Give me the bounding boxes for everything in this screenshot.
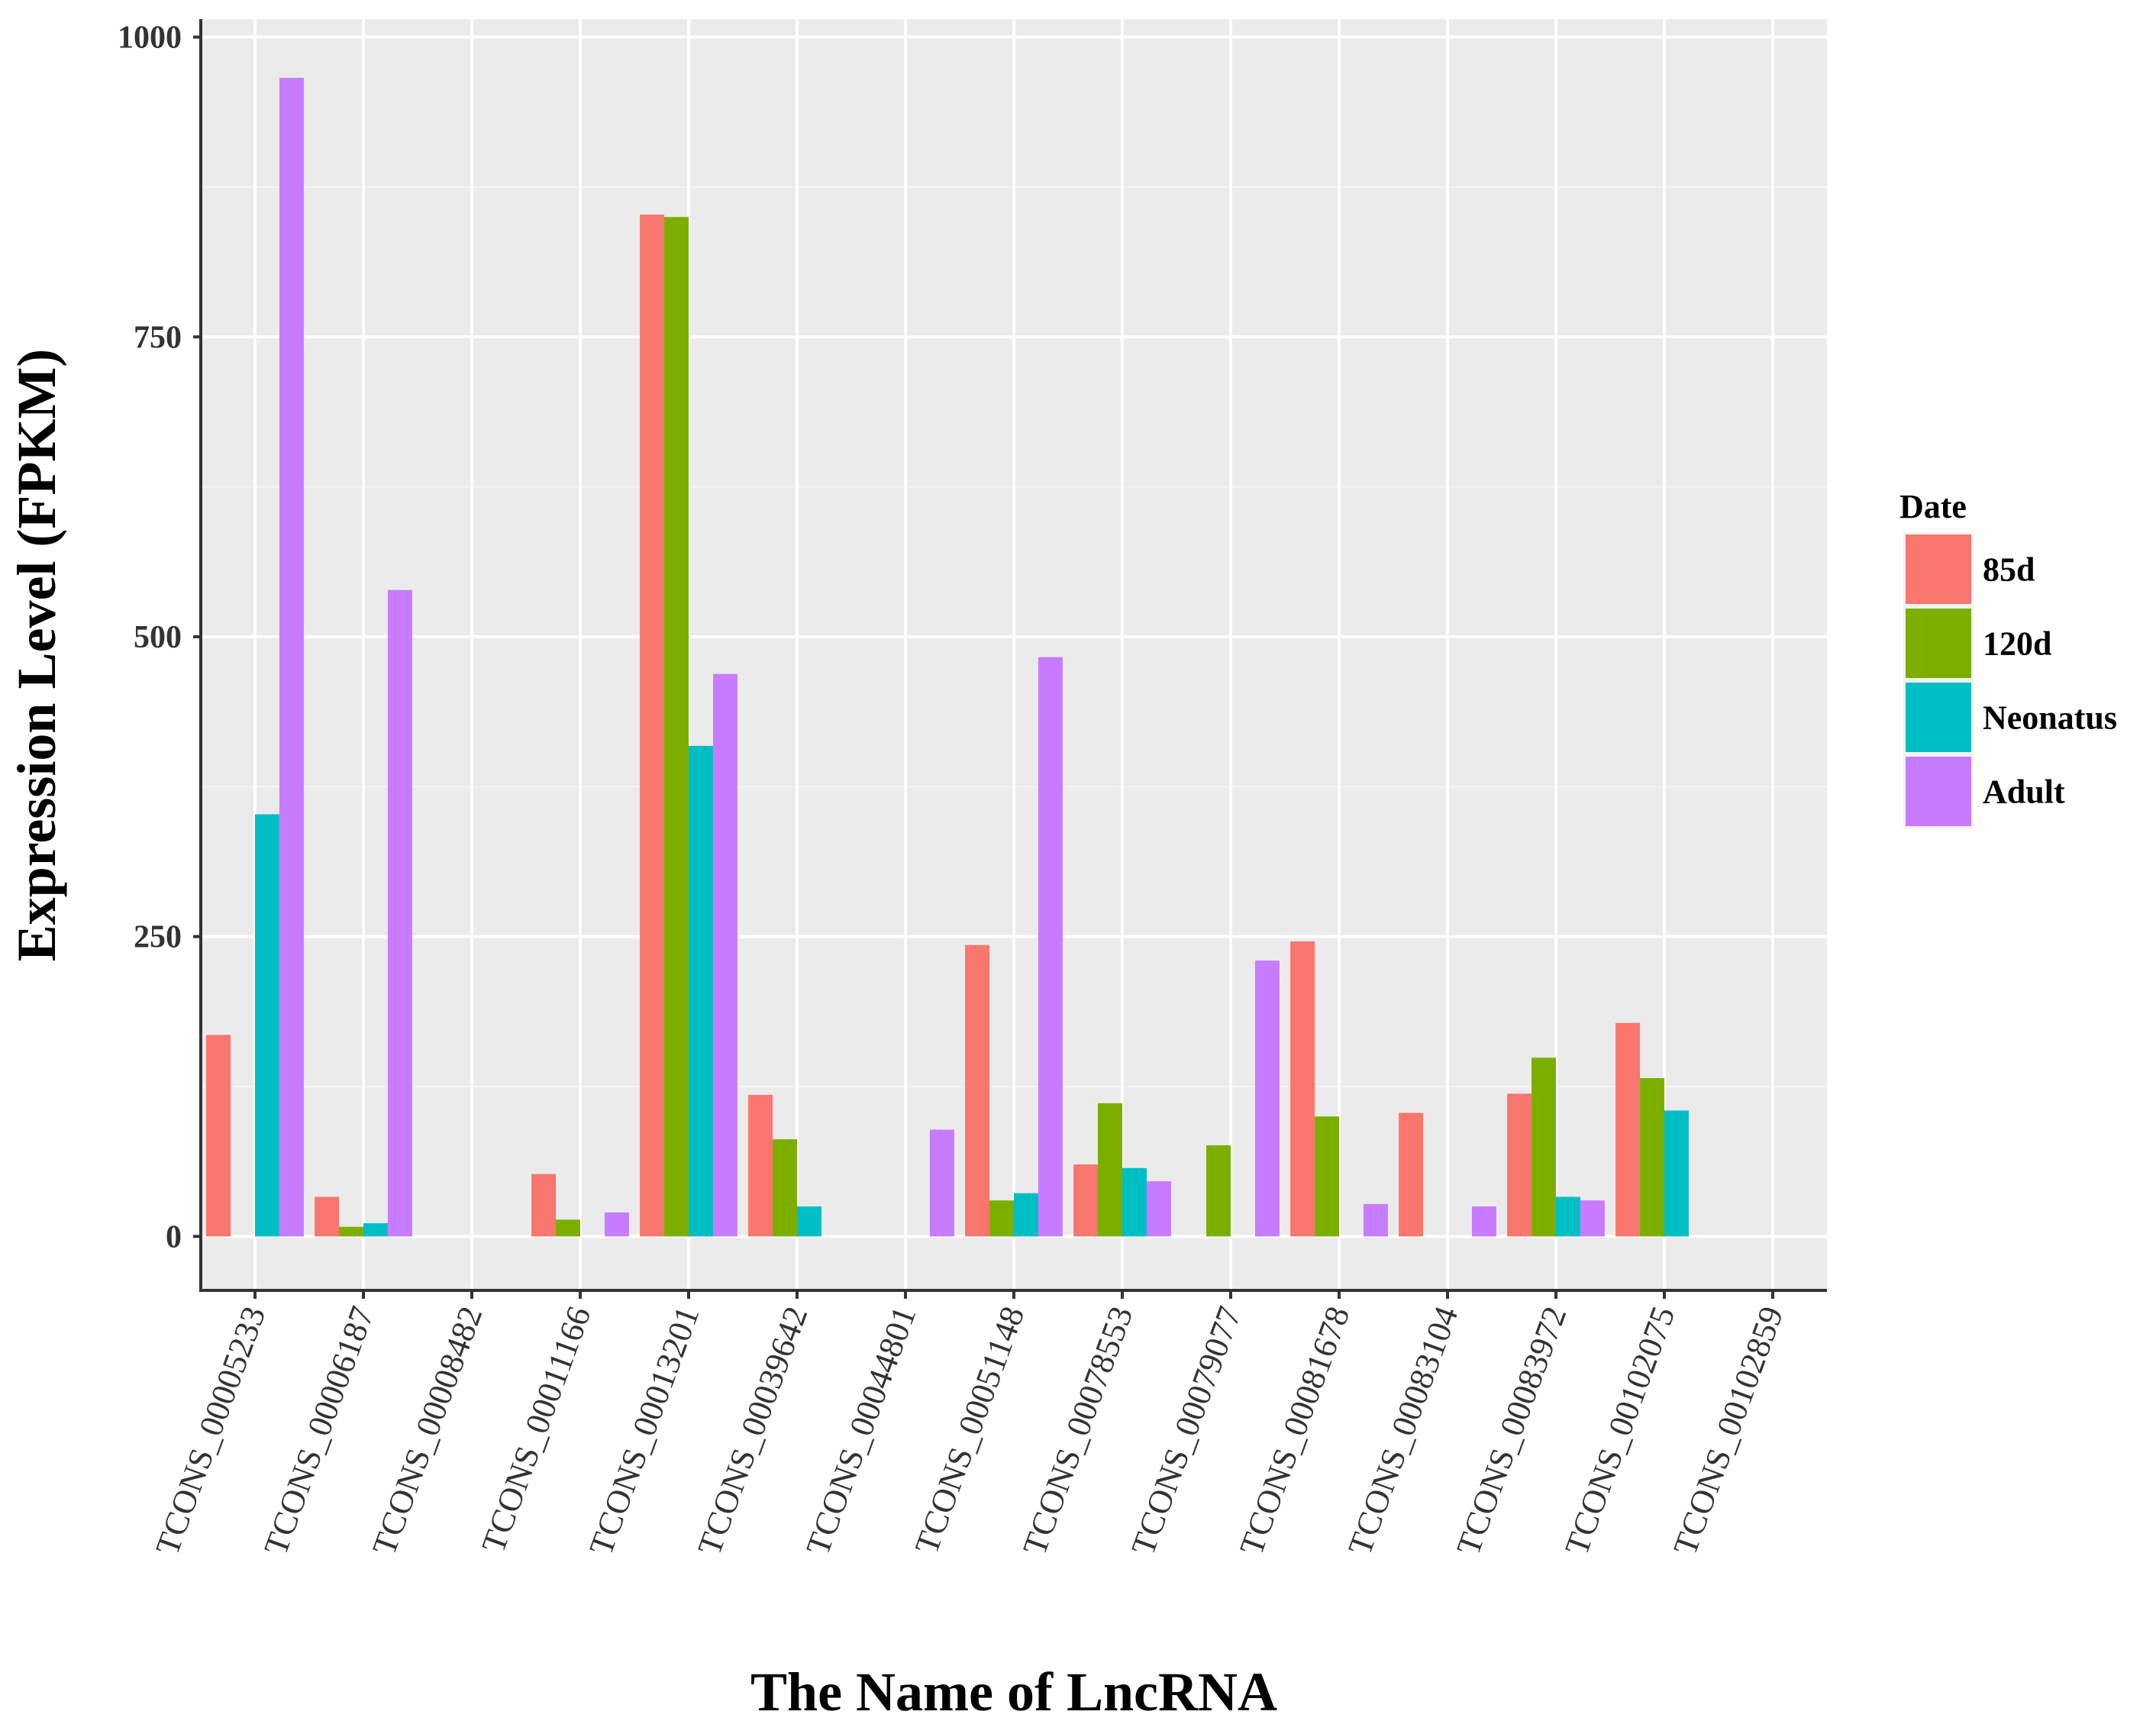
y-tick-label: 1000	[118, 21, 182, 56]
bars-group	[206, 77, 1689, 1237]
bar-neonatus-tcons_00051148	[1014, 1193, 1038, 1237]
bar-neonatus-tcons_00006187	[363, 1223, 388, 1237]
bar-85d-tcons_00013201	[640, 215, 665, 1237]
bar-120d-tcons_00013201	[664, 217, 689, 1237]
bar-neonatus-tcons_00039642	[797, 1206, 821, 1237]
bar-adult-tcons_00044801	[929, 1129, 954, 1237]
bar-adult-tcons_00083104	[1471, 1206, 1496, 1237]
bar-85d-tcons_00039642	[748, 1094, 773, 1237]
legend-swatch-adult	[1906, 757, 1971, 826]
x-tick-label: TCONS_00078553	[1015, 1302, 1140, 1560]
bar-120d-tcons_00078553	[1098, 1103, 1122, 1237]
legend-title: Date	[1899, 488, 1967, 525]
x-tick-label: TCONS_00081678	[1232, 1302, 1357, 1560]
x-tick-label: TCONS_00008482	[365, 1302, 489, 1560]
bar-85d-tcons_00011166	[531, 1174, 557, 1237]
x-axis-ticks: TCONS_00005233TCONS_00006187TCONS_000084…	[148, 1290, 1790, 1560]
bar-85d-tcons_00081678	[1290, 941, 1315, 1237]
bar-120d-tcons_00006187	[339, 1226, 363, 1237]
legend-swatch-85d	[1906, 534, 1971, 604]
bar-adult-tcons_00078553	[1146, 1181, 1171, 1237]
bar-85d-tcons_00051148	[965, 944, 990, 1237]
bar-adult-tcons_00079077	[1254, 961, 1280, 1237]
x-tick-label: TCONS_00083104	[1341, 1302, 1465, 1560]
x-tick-label: TCONS_00011166	[474, 1302, 598, 1558]
legend-label-85d: 85d	[1983, 551, 2035, 589]
y-tick-label: 500	[134, 620, 182, 655]
bar-85d-tcons_00005233	[206, 1035, 231, 1237]
y-tick-label: 0	[166, 1219, 182, 1254]
bar-85d-tcons_00083104	[1399, 1112, 1424, 1237]
grid-major-lines	[201, 19, 1827, 1290]
bar-120d-tcons_00083972	[1531, 1058, 1556, 1237]
y-tick-label: 250	[134, 920, 182, 955]
x-tick-label: TCONS_00079077	[1124, 1302, 1248, 1560]
y-axis-title: Expression Level (FPKM)	[6, 349, 67, 962]
y-tick-label: 750	[134, 320, 182, 355]
bar-120d-tcons_00039642	[773, 1139, 797, 1237]
bar-85d-tcons_00102075	[1615, 1022, 1641, 1237]
x-tick-label: TCONS_00039642	[690, 1302, 815, 1560]
x-tick-label: TCONS_00102859	[1666, 1302, 1790, 1560]
x-tick-label: TCONS_00005233	[148, 1302, 273, 1560]
bar-120d-tcons_00051148	[989, 1200, 1014, 1237]
bar-120d-tcons_00011166	[556, 1219, 580, 1237]
bar-neonatus-tcons_00102075	[1664, 1110, 1689, 1237]
x-tick-label: TCONS_00044801	[799, 1302, 923, 1560]
bar-120d-tcons_00102075	[1640, 1077, 1664, 1237]
bar-neonatus-tcons_00078553	[1122, 1167, 1147, 1237]
x-tick-label: TCONS_00051148	[908, 1302, 1032, 1559]
legend: Date 85d 120d Neonatus Adult	[1899, 488, 2117, 828]
bar-120d-tcons_00081678	[1315, 1116, 1339, 1237]
bar-adult-tcons_00081678	[1363, 1203, 1388, 1237]
legend-label-adult: Adult	[1983, 773, 2065, 811]
bar-neonatus-tcons_00013201	[689, 745, 713, 1237]
bar-adult-tcons_00005233	[279, 77, 304, 1237]
bar-adult-tcons_00083972	[1580, 1200, 1605, 1237]
legend-swatch-neonatus	[1906, 683, 1971, 752]
bar-85d-tcons_00078553	[1073, 1164, 1099, 1237]
x-axis-title: The Name of LncRNA	[750, 1661, 1277, 1723]
bar-85d-tcons_00083972	[1507, 1093, 1532, 1237]
bar-120d-tcons_00079077	[1206, 1145, 1231, 1237]
x-tick-label: TCONS_00083972	[1449, 1302, 1573, 1560]
legend-label-neonatus: Neonatus	[1983, 699, 2117, 737]
bar-adult-tcons_00013201	[712, 673, 737, 1237]
x-tick-label: TCONS_00102075	[1557, 1302, 1682, 1560]
bar-85d-tcons_00006187	[315, 1196, 340, 1237]
legend-swatch-120d	[1906, 609, 1971, 678]
bar-neonatus-tcons_00083972	[1556, 1196, 1580, 1237]
x-tick-label: TCONS_00006187	[257, 1302, 381, 1560]
x-tick-label: TCONS_00013201	[582, 1302, 706, 1560]
y-axis-ticks: 0 250 500 750 1000	[118, 21, 201, 1254]
bar-adult-tcons_00051148	[1038, 657, 1063, 1237]
legend-label-120d: 120d	[1983, 625, 2051, 663]
bar-neonatus-tcons_00005233	[255, 814, 279, 1237]
bar-adult-tcons_00011166	[604, 1212, 629, 1237]
bar-adult-tcons_00006187	[387, 589, 412, 1237]
